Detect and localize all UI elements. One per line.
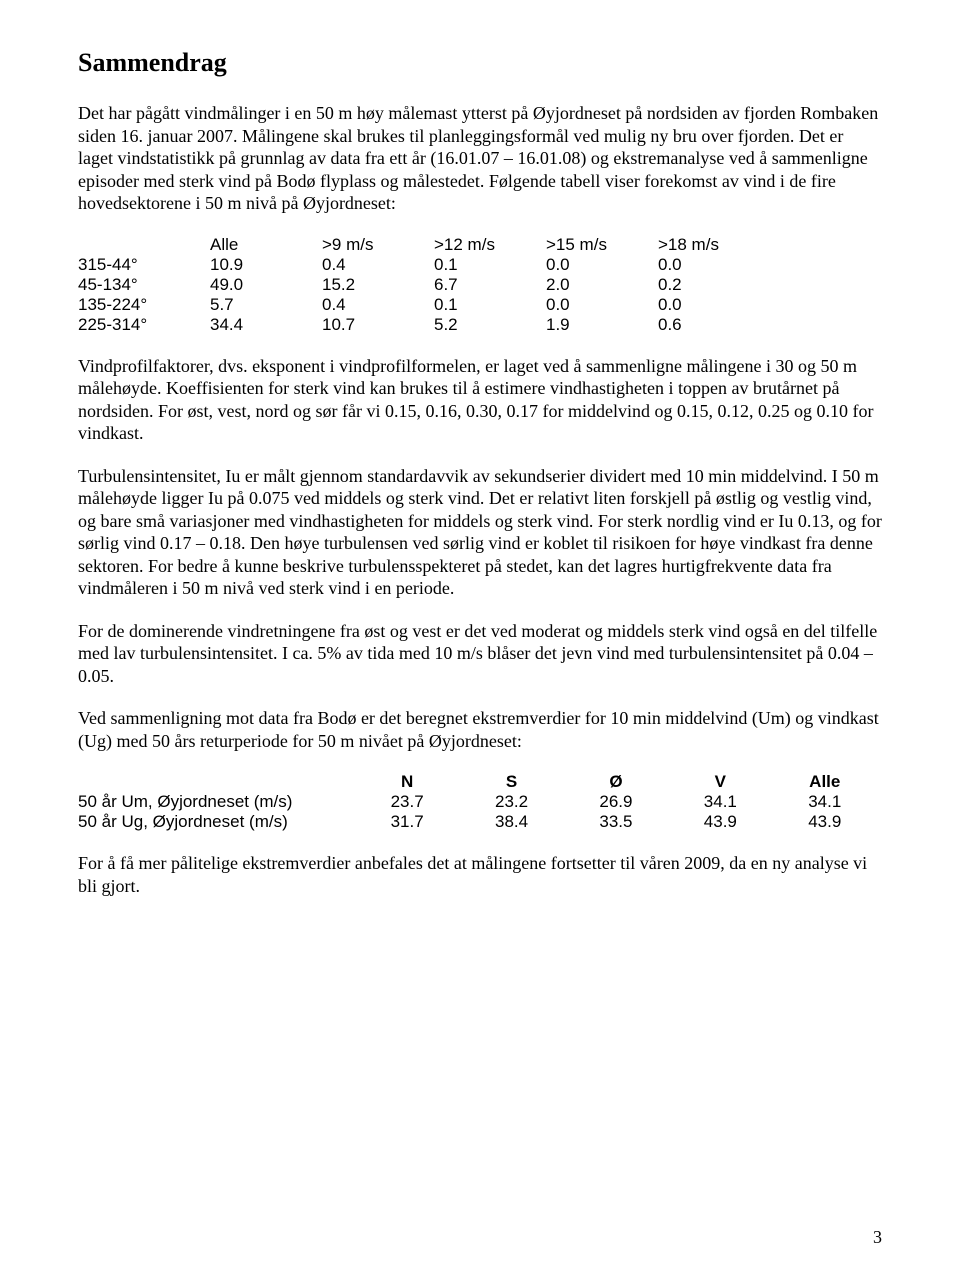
table-header: Alle: [210, 235, 322, 255]
paragraph-intro: Det har pågått vindmålinger i en 50 m hø…: [78, 102, 882, 215]
table-cell: 43.9: [778, 812, 882, 832]
paragraph-low-turbulence: For de dominerende vindretningene fra øs…: [78, 620, 882, 688]
table-cell: 23.2: [464, 792, 568, 812]
table-cell: 45-134°: [78, 275, 210, 295]
table-cell: 10.7: [322, 315, 434, 335]
table-cell: 0.0: [546, 295, 658, 315]
table-row: 135-224° 5.7 0.4 0.1 0.0 0.0: [78, 295, 770, 315]
table-header: >12 m/s: [434, 235, 546, 255]
table-row: 50 år Um, Øyjordneset (m/s) 23.7 23.2 26…: [78, 792, 882, 812]
table-header: Ø: [569, 772, 673, 792]
table-cell: 0.4: [322, 255, 434, 275]
table-header-row: Alle >9 m/s >12 m/s >15 m/s >18 m/s: [78, 235, 770, 255]
paragraph-extreme-intro: Ved sammenligning mot data fra Bodø er d…: [78, 707, 882, 752]
table-cell: 49.0: [210, 275, 322, 295]
table-header: >9 m/s: [322, 235, 434, 255]
table-row: 225-314° 34.4 10.7 5.2 1.9 0.6: [78, 315, 770, 335]
table-cell: 0.1: [434, 295, 546, 315]
table-header-row: N S Ø V Alle: [78, 772, 882, 792]
table-cell: 33.5: [569, 812, 673, 832]
table-cell: 23.7: [360, 792, 464, 812]
table-cell: 0.6: [658, 315, 770, 335]
table-cell: 0.0: [658, 295, 770, 315]
table-header: Alle: [778, 772, 882, 792]
table-cell: 34.1: [778, 792, 882, 812]
table-header: [78, 772, 360, 792]
table-cell: 26.9: [569, 792, 673, 812]
table-cell: 6.7: [434, 275, 546, 295]
table-cell: 0.4: [322, 295, 434, 315]
table-cell: 0.0: [546, 255, 658, 275]
table-cell: 0.1: [434, 255, 546, 275]
table-cell: 315-44°: [78, 255, 210, 275]
page: Sammendrag Det har pågått vindmålinger i…: [0, 0, 960, 1272]
table-header: >18 m/s: [658, 235, 770, 255]
table-header: S: [464, 772, 568, 792]
table-header: N: [360, 772, 464, 792]
paragraph-recommendation: For å få mer pålitelige ekstremverdier a…: [78, 852, 882, 897]
extreme-values-table: N S Ø V Alle 50 år Um, Øyjordneset (m/s)…: [78, 772, 882, 832]
table-row: 45-134° 49.0 15.2 6.7 2.0 0.2: [78, 275, 770, 295]
table-cell: 0.0: [658, 255, 770, 275]
table-cell: 38.4: [464, 812, 568, 832]
wind-sector-table: Alle >9 m/s >12 m/s >15 m/s >18 m/s 315-…: [78, 235, 770, 335]
paragraph-turbulence: Turbulensintensitet, Iu er målt gjennom …: [78, 465, 882, 600]
table-header: >15 m/s: [546, 235, 658, 255]
table-cell: 31.7: [360, 812, 464, 832]
table-cell: 50 år Um, Øyjordneset (m/s): [78, 792, 360, 812]
table-cell: 225-314°: [78, 315, 210, 335]
paragraph-profile-factors: Vindprofilfaktorer, dvs. eksponent i vin…: [78, 355, 882, 445]
table-header: [78, 235, 210, 255]
table-cell: 5.7: [210, 295, 322, 315]
table-cell: 1.9: [546, 315, 658, 335]
table-header: V: [673, 772, 777, 792]
table-cell: 50 år Ug, Øyjordneset (m/s): [78, 812, 360, 832]
table-row: 50 år Ug, Øyjordneset (m/s) 31.7 38.4 33…: [78, 812, 882, 832]
table-cell: 0.2: [658, 275, 770, 295]
table-cell: 135-224°: [78, 295, 210, 315]
table-cell: 43.9: [673, 812, 777, 832]
table-row: 315-44° 10.9 0.4 0.1 0.0 0.0: [78, 255, 770, 275]
table-cell: 2.0: [546, 275, 658, 295]
table-cell: 34.1: [673, 792, 777, 812]
table-cell: 34.4: [210, 315, 322, 335]
table-cell: 15.2: [322, 275, 434, 295]
table-cell: 10.9: [210, 255, 322, 275]
table-cell: 5.2: [434, 315, 546, 335]
page-title: Sammendrag: [78, 48, 882, 78]
page-number: 3: [873, 1227, 882, 1248]
